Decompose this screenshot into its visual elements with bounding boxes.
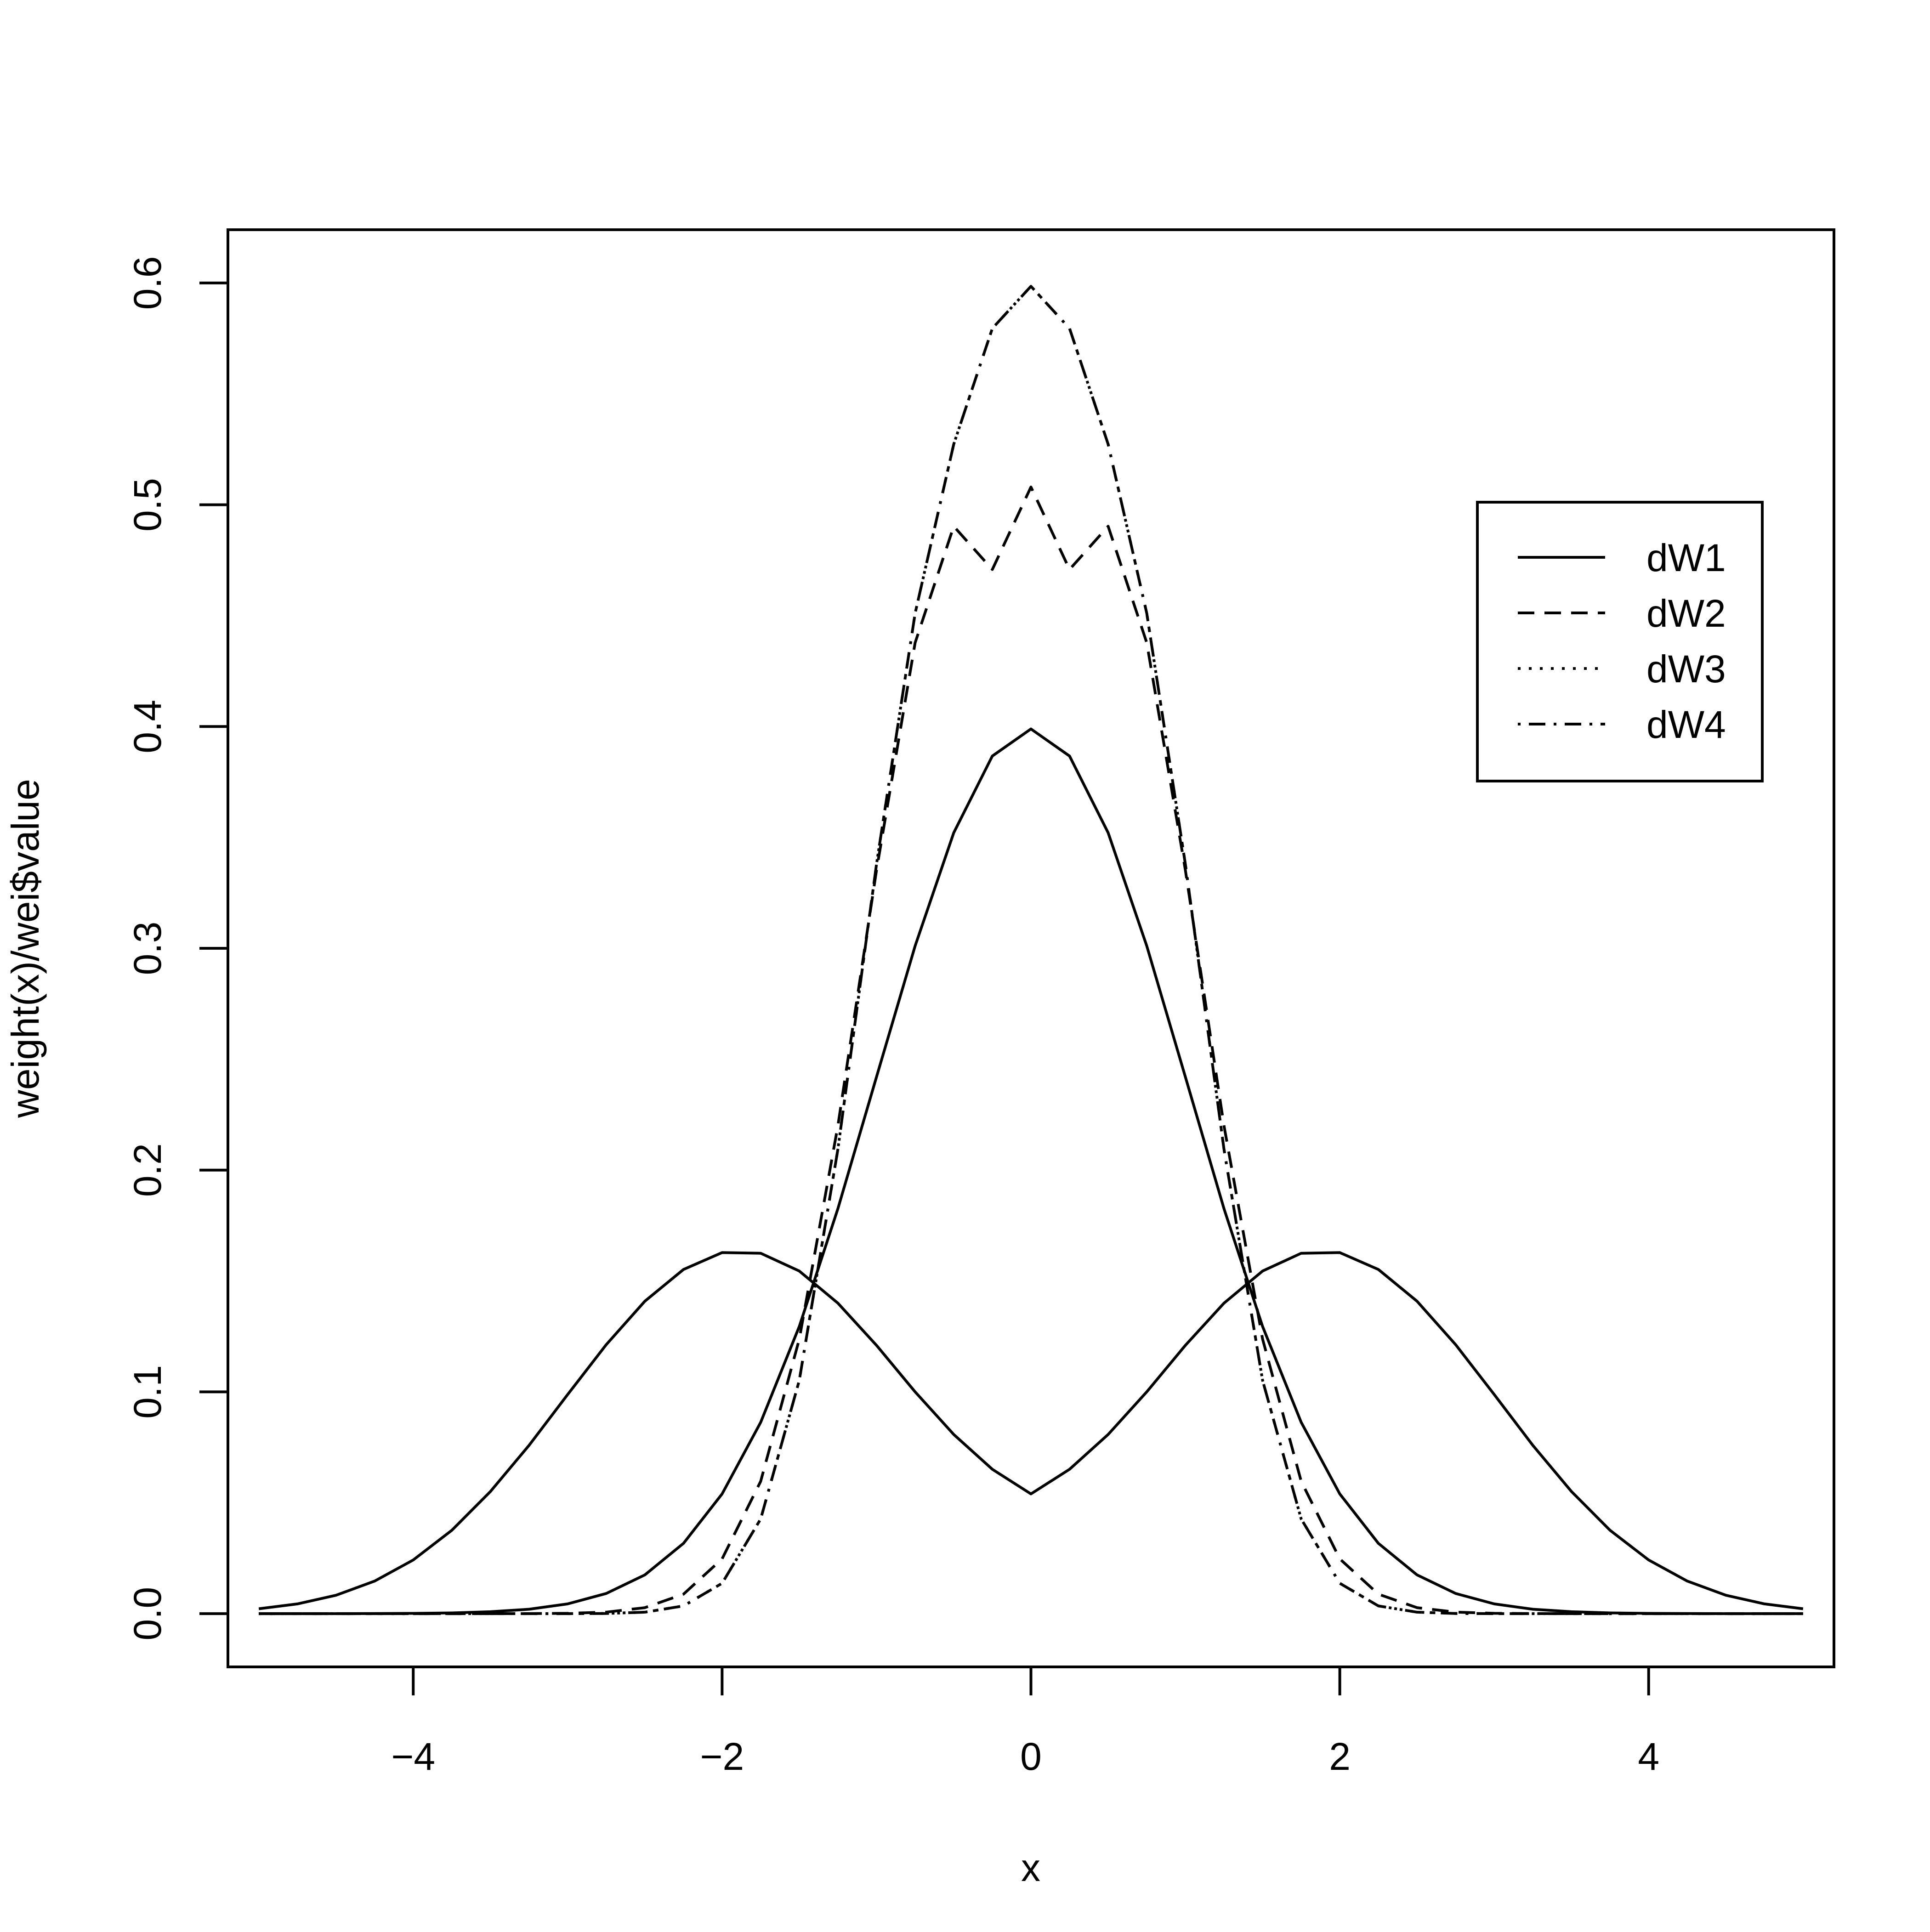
x-axis-title: x — [1021, 1846, 1040, 1889]
legend-label-dw4: dW4 — [1646, 703, 1726, 746]
series-dw1 — [258, 727, 1804, 1615]
series-dw3 — [259, 285, 1803, 1615]
x-tick-label: −4 — [391, 1735, 435, 1778]
legend-items: dW1 dW2 dW3 dW4 — [1518, 536, 1726, 746]
legend-label-dw3: dW3 — [1646, 647, 1726, 691]
x-tick-label: 2 — [1329, 1735, 1351, 1778]
y-tick-label: 0.4 — [126, 700, 169, 754]
plot-frame — [227, 228, 1835, 1668]
y-tick-label: 0.5 — [126, 478, 169, 532]
x-tick-label: 0 — [1020, 1735, 1042, 1778]
x-tick-label: −2 — [700, 1735, 744, 1778]
y-tick-label: 0.1 — [126, 1365, 169, 1419]
x-tick-label: 4 — [1638, 1735, 1659, 1778]
y-tick-label: 0.6 — [126, 256, 169, 310]
legend-label-dw2: dW2 — [1646, 592, 1726, 635]
legend-label-dw1: dW1 — [1646, 536, 1726, 579]
series-line-dw1-1 — [259, 727, 1803, 1615]
y-tick-label: 0.2 — [126, 1143, 169, 1197]
series-line-dw2 — [259, 486, 1803, 1615]
y-axis-title: weight(x)/wei$value — [4, 779, 47, 1118]
legend: dW1 dW2 dW3 dW4 — [1476, 501, 1764, 782]
y-axis: 0.0 0.1 0.2 0.3 0.4 0.5 0.6 — [126, 256, 229, 1641]
series-dw2 — [259, 486, 1803, 1615]
y-tick-label: 0.3 — [126, 922, 169, 975]
y-tick-label: 0.0 — [126, 1587, 169, 1641]
series-dw4 — [259, 285, 1803, 1615]
x-axis: −4 −2 0 2 4 — [391, 1666, 1659, 1778]
series-layer — [258, 285, 1804, 1615]
series-line-dw3 — [259, 285, 1803, 1615]
legend-box — [1476, 501, 1764, 782]
series-line-dw1-2 — [258, 1251, 1804, 1610]
series-line-dw4 — [259, 285, 1803, 1615]
